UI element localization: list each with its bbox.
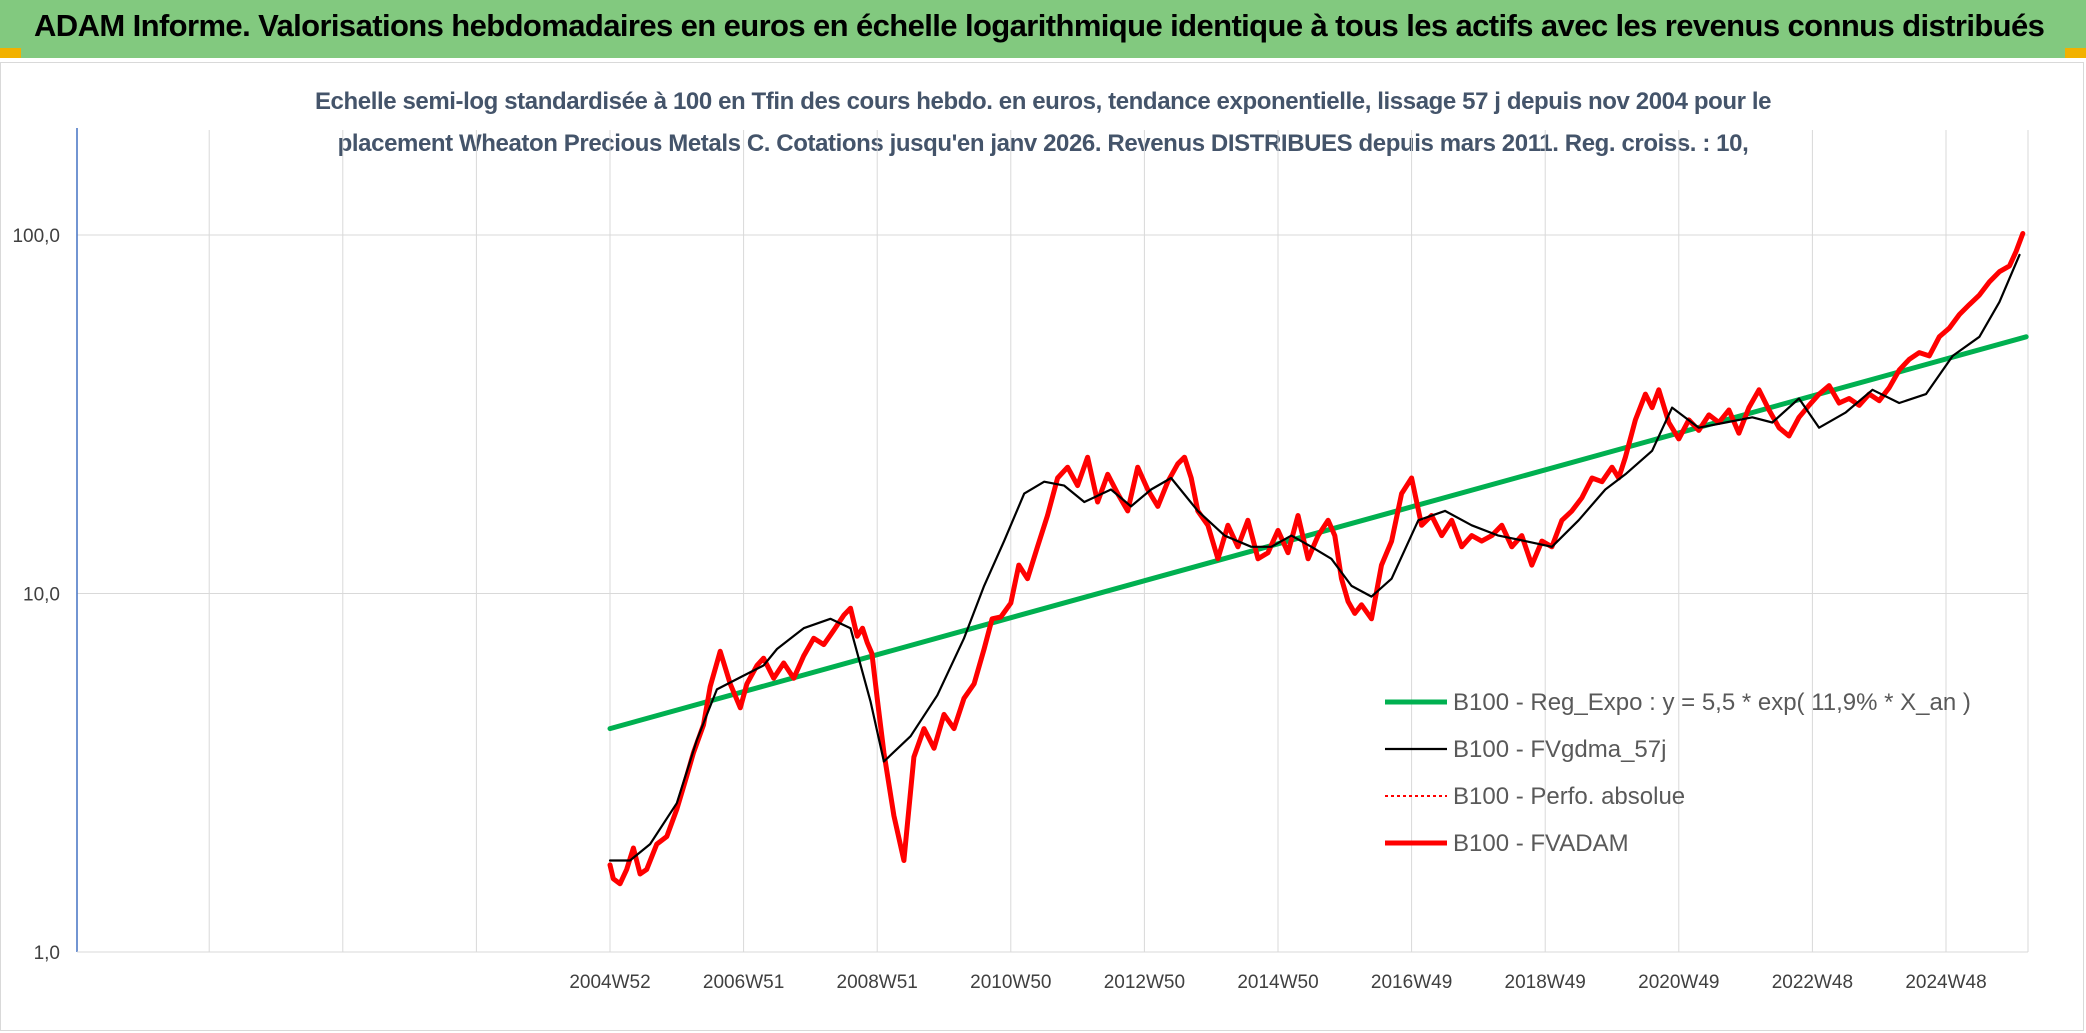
corner-marker-top-right — [2065, 48, 2086, 58]
chart-area — [0, 62, 2084, 1031]
report-banner: ADAM Informe. Valorisations hebdomadaire… — [0, 0, 2086, 58]
x-tick-label: 2014W50 — [1237, 972, 1318, 993]
legend-label: B100 - FVgdma_57j — [1453, 736, 1666, 763]
x-tick-label: 2012W50 — [1104, 972, 1185, 993]
x-tick-label: 2008W51 — [837, 972, 918, 993]
axes: 1,0 10,0 100,0 2004W52 2006W51 2008W51 2010W50… — [12, 128, 2028, 993]
y-tick-label: 1,0 — [34, 943, 60, 964]
legend: B100 - Reg_Expo : y = 5,5 * exp( 11,9% *… — [1385, 689, 1971, 857]
legend-label: B100 - FVADAM — [1453, 830, 1629, 857]
x-tick-label: 2006W51 — [703, 972, 784, 993]
x-tick-label: 2016W49 — [1371, 972, 1452, 993]
legend-label: B100 - Reg_Expo : y = 5,5 * exp( 11,9% *… — [1453, 689, 1971, 716]
grid-lines — [77, 130, 2029, 953]
series-lines — [607, 231, 2029, 887]
x-tick-label: 2024W48 — [1905, 972, 1986, 993]
y-tick-label: 10,0 — [23, 585, 60, 606]
x-tick-label: 2020W49 — [1638, 972, 1719, 993]
chart-title-line-1: Echelle semi-log standardisée à 100 en T… — [314, 88, 1772, 115]
fvadam-line — [607, 231, 2026, 887]
chart-title-line-2: placement Wheaton Precious Metals C. Cot… — [337, 130, 1749, 157]
x-tick-label: 2010W50 — [970, 972, 1051, 993]
x-tick-label: 2022W48 — [1772, 972, 1853, 993]
x-tick-label: 2004W52 — [569, 972, 650, 993]
smoothed-line — [608, 253, 2021, 862]
report-title: ADAM Informe. Valorisations hebdomadaire… — [34, 8, 2045, 43]
x-tick-label: 2018W49 — [1505, 972, 1586, 993]
corner-marker-top-left — [0, 48, 21, 58]
y-tick-label: 100,0 — [12, 226, 60, 247]
legend-label: B100 - Perfo. absolue — [1453, 783, 1685, 810]
